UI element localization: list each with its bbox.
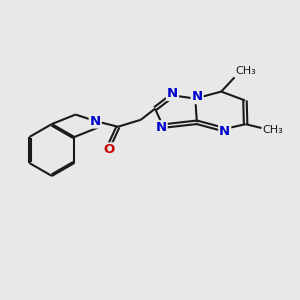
Text: O: O (103, 143, 114, 156)
Text: N: N (219, 125, 230, 138)
Text: N: N (192, 90, 203, 103)
Text: CH₃: CH₃ (236, 66, 256, 76)
Text: N: N (90, 115, 101, 128)
Text: N: N (155, 121, 167, 134)
Text: N: N (167, 87, 178, 100)
Text: CH₃: CH₃ (263, 124, 284, 135)
